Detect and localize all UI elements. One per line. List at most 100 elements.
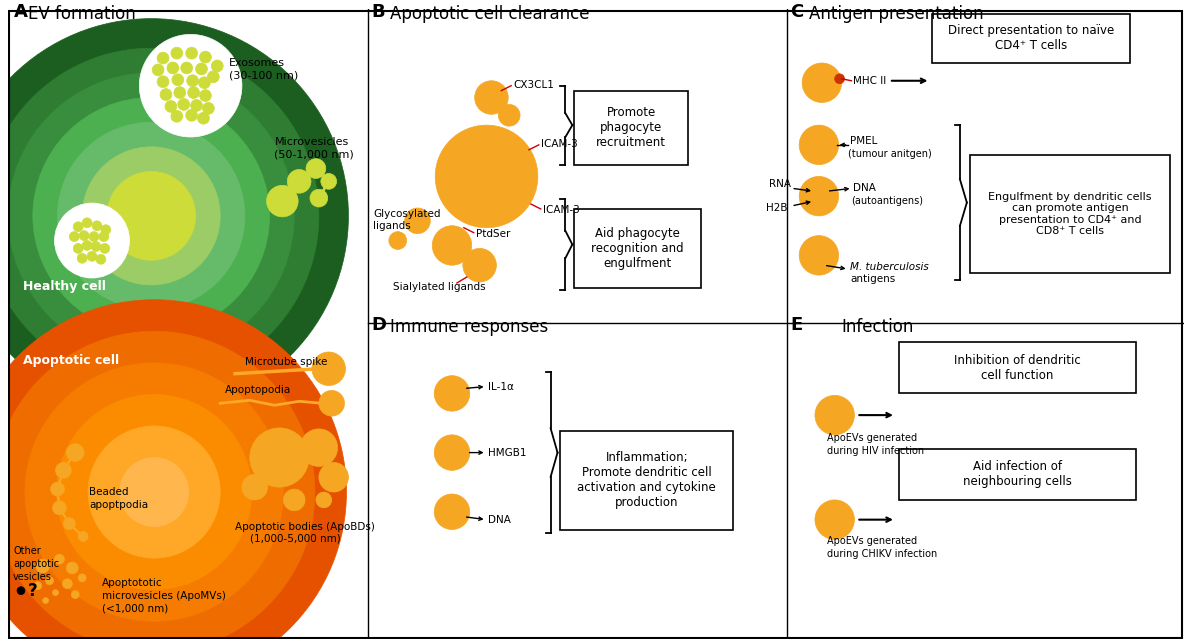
Circle shape: [815, 500, 855, 539]
Text: DNA: DNA: [853, 183, 876, 193]
Text: (<1,000 nm): (<1,000 nm): [101, 603, 168, 613]
Circle shape: [88, 426, 221, 558]
Circle shape: [306, 158, 325, 178]
Circle shape: [312, 352, 346, 385]
Text: Microvesicles: Microvesicles: [274, 137, 349, 147]
Circle shape: [139, 35, 242, 137]
Text: Glycosylated: Glycosylated: [373, 209, 441, 219]
Circle shape: [434, 376, 470, 411]
Circle shape: [52, 501, 67, 515]
Circle shape: [167, 62, 179, 74]
Circle shape: [802, 63, 842, 102]
Circle shape: [79, 574, 86, 581]
Text: Antigen presentation: Antigen presentation: [809, 4, 983, 22]
Text: Healthy cell: Healthy cell: [23, 280, 106, 293]
Circle shape: [119, 458, 188, 527]
Circle shape: [73, 243, 83, 253]
Text: ApoEVs generated: ApoEVs generated: [827, 433, 917, 443]
Circle shape: [43, 597, 49, 603]
Text: E: E: [790, 316, 802, 334]
Circle shape: [316, 492, 331, 508]
Circle shape: [433, 226, 472, 265]
Circle shape: [435, 125, 538, 227]
Circle shape: [95, 254, 106, 264]
Circle shape: [157, 76, 169, 88]
Text: (30-100 nm): (30-100 nm): [229, 71, 298, 81]
Circle shape: [0, 48, 318, 383]
Circle shape: [191, 100, 203, 111]
Text: DNA: DNA: [489, 514, 511, 525]
Circle shape: [36, 559, 50, 573]
Circle shape: [250, 428, 309, 487]
Text: Engulfment by dendritic cells
can promote antigen
presentation to CD4⁺ and
CD8⁺ : Engulfment by dendritic cells can promot…: [988, 192, 1151, 236]
Text: during HIV infection: during HIV infection: [827, 445, 924, 456]
Circle shape: [107, 171, 195, 260]
Text: Apoptotic cell: Apoptotic cell: [23, 354, 119, 367]
Circle shape: [181, 62, 193, 74]
Circle shape: [45, 577, 54, 585]
Circle shape: [67, 562, 79, 574]
Text: vesicles: vesicles: [13, 572, 52, 582]
Text: CX3CL1: CX3CL1: [513, 80, 554, 89]
Text: during CHIKV infection: during CHIKV infection: [827, 549, 937, 559]
Circle shape: [73, 222, 83, 232]
Text: Inflammation;
Promote dendritic cell
activation and cytokine
production: Inflammation; Promote dendritic cell act…: [577, 451, 716, 509]
Text: Inhibition of dendritic
cell function: Inhibition of dendritic cell function: [954, 354, 1080, 381]
Circle shape: [186, 47, 198, 59]
Circle shape: [55, 203, 130, 278]
Text: (1,000-5,000 nm): (1,000-5,000 nm): [250, 534, 341, 543]
Circle shape: [8, 73, 294, 359]
Text: Apoptotic cell clearance: Apoptotic cell clearance: [390, 4, 589, 22]
Circle shape: [318, 390, 344, 416]
Circle shape: [186, 109, 198, 121]
Circle shape: [434, 494, 470, 530]
Circle shape: [474, 81, 508, 114]
Circle shape: [55, 554, 64, 564]
Text: C: C: [790, 3, 803, 20]
Circle shape: [87, 251, 97, 261]
Circle shape: [160, 89, 172, 100]
Circle shape: [52, 590, 58, 596]
Circle shape: [101, 225, 111, 235]
Circle shape: [799, 176, 839, 216]
Circle shape: [834, 74, 845, 84]
Circle shape: [207, 71, 219, 82]
Text: Exosomes: Exosomes: [229, 58, 285, 68]
Text: Direct presentation to naïve
CD4⁺ T cells: Direct presentation to naïve CD4⁺ T cell…: [948, 24, 1115, 52]
Circle shape: [157, 52, 169, 64]
Text: EV formation: EV formation: [27, 4, 136, 22]
Circle shape: [815, 396, 855, 435]
Text: apoptotic: apoptotic: [13, 559, 60, 569]
Circle shape: [56, 394, 252, 590]
Circle shape: [211, 60, 223, 72]
Circle shape: [67, 443, 85, 461]
Circle shape: [0, 19, 348, 413]
Circle shape: [99, 232, 108, 242]
Circle shape: [498, 104, 520, 126]
Circle shape: [203, 102, 215, 114]
Circle shape: [321, 173, 336, 189]
Text: A: A: [14, 3, 27, 20]
Text: HMGB1: HMGB1: [489, 447, 527, 458]
Text: B: B: [371, 3, 385, 20]
Circle shape: [50, 482, 64, 496]
Text: M. tuberculosis: M. tuberculosis: [850, 262, 930, 272]
Circle shape: [33, 98, 269, 334]
Text: Aid phagocyte
recognition and
engulfment: Aid phagocyte recognition and engulfment: [591, 227, 684, 270]
Text: (tumour anitgen): (tumour anitgen): [849, 149, 932, 158]
Circle shape: [17, 587, 25, 595]
Text: Apoptotic bodies (ApoBDs): Apoptotic bodies (ApoBDs): [235, 521, 375, 532]
Text: Sialylated ligands: Sialylated ligands: [393, 282, 485, 292]
Circle shape: [199, 51, 211, 63]
Text: (autoantigens): (autoantigens): [851, 196, 924, 206]
Circle shape: [170, 47, 182, 59]
Circle shape: [404, 208, 430, 234]
Circle shape: [172, 74, 184, 86]
Text: ?: ?: [27, 581, 38, 599]
Text: (50-1,000 nm): (50-1,000 nm): [274, 150, 354, 160]
FancyBboxPatch shape: [970, 155, 1171, 273]
Circle shape: [287, 169, 311, 193]
Text: ligands: ligands: [373, 220, 411, 231]
Circle shape: [77, 253, 87, 263]
Text: ICAM-3: ICAM-3: [541, 139, 577, 149]
